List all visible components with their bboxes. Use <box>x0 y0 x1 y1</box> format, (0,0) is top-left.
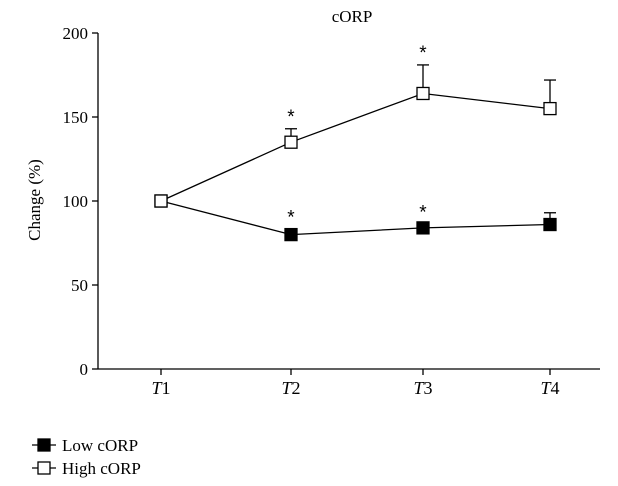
series-line <box>160 200 551 236</box>
legend-marker-open <box>37 461 51 475</box>
y-axis-label: Change (%) <box>25 159 44 241</box>
y-tick-label: 50 <box>71 276 88 295</box>
point-marker-filled <box>416 221 430 235</box>
series-high-corp: ** <box>154 43 557 208</box>
y-tick-label: 100 <box>63 192 89 211</box>
legend-item: Low cORP <box>32 436 138 455</box>
legend: Low cORP High cORP <box>32 436 141 478</box>
axes: 0 50 100 150 200 T1 T2 T3 T4 <box>63 24 600 398</box>
y-tick-label: 0 <box>80 360 89 379</box>
x-tick-label: T1 <box>151 378 170 398</box>
legend-marker-filled <box>37 438 51 452</box>
significance-star: * <box>287 208 295 229</box>
series-layer: * *** <box>154 43 557 242</box>
point-marker-filled <box>284 227 298 242</box>
series-low-corp: * * <box>154 194 557 242</box>
x-tick-label: T2 <box>281 378 300 398</box>
legend-label: High cORP <box>62 459 141 478</box>
chart-title: cORP <box>332 7 373 26</box>
significance-star: * <box>419 203 427 224</box>
point-marker-filled <box>543 217 557 232</box>
legend-label: Low cORP <box>62 436 138 455</box>
legend-item: High cORP <box>32 459 141 478</box>
series-line <box>160 92 551 202</box>
x-tick-label: T3 <box>413 378 432 398</box>
significance-star: * <box>419 43 427 64</box>
point-marker-open <box>284 135 298 149</box>
point-marker-open <box>416 86 430 101</box>
point-marker-open <box>154 194 168 208</box>
y-tick-label: 150 <box>63 108 89 127</box>
point-marker-open <box>543 101 557 116</box>
significance-star: * <box>287 107 295 128</box>
y-tick-label: 200 <box>63 24 89 43</box>
x-tick-label: T4 <box>540 378 559 398</box>
